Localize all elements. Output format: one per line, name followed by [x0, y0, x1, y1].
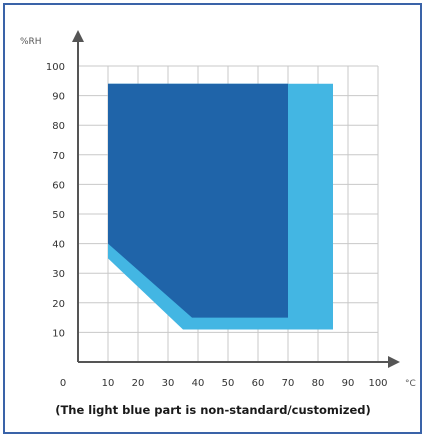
y-axis-arrow — [72, 30, 84, 42]
x-axis-label: °C — [405, 379, 416, 389]
x-tick-label: 50 — [222, 378, 235, 389]
y-tick-label: 70 — [52, 151, 65, 162]
x-tick-label: 20 — [132, 378, 145, 389]
x-tick-label: 10 — [102, 378, 115, 389]
x-axis-arrow — [388, 356, 400, 368]
y-tick-label: 90 — [52, 92, 65, 103]
x-tick-label: 30 — [162, 378, 175, 389]
x-tick-label: 70 — [282, 378, 295, 389]
y-tick-label: 20 — [52, 299, 65, 310]
y-tick-label: 10 — [52, 328, 65, 339]
y-tick-label: 30 — [52, 269, 65, 280]
axes — [72, 30, 400, 368]
y-tick-label: 50 — [52, 210, 65, 221]
x-tick-label: 60 — [252, 378, 265, 389]
y-tick-label: 80 — [52, 121, 65, 132]
x-tick-label: 100 — [368, 378, 387, 389]
y-tick-label: 60 — [52, 180, 65, 191]
x-tick-label: 0 — [60, 378, 66, 389]
x-tick-label: 80 — [312, 378, 325, 389]
tick-labels: 10 20 30 40 50 60 70 80 90 100 0 10 20 30 40 50 60 70 80 90… — [46, 62, 388, 389]
region-standard — [108, 83, 288, 318]
chart-caption: (The light blue part is non-standard/cus… — [55, 403, 371, 417]
chart-regions — [108, 83, 333, 330]
x-tick-label: 40 — [192, 378, 205, 389]
y-axis-label: %RH — [20, 37, 42, 47]
y-tick-label: 100 — [46, 62, 65, 73]
x-tick-label: 90 — [342, 378, 355, 389]
y-tick-label: 40 — [52, 240, 65, 251]
